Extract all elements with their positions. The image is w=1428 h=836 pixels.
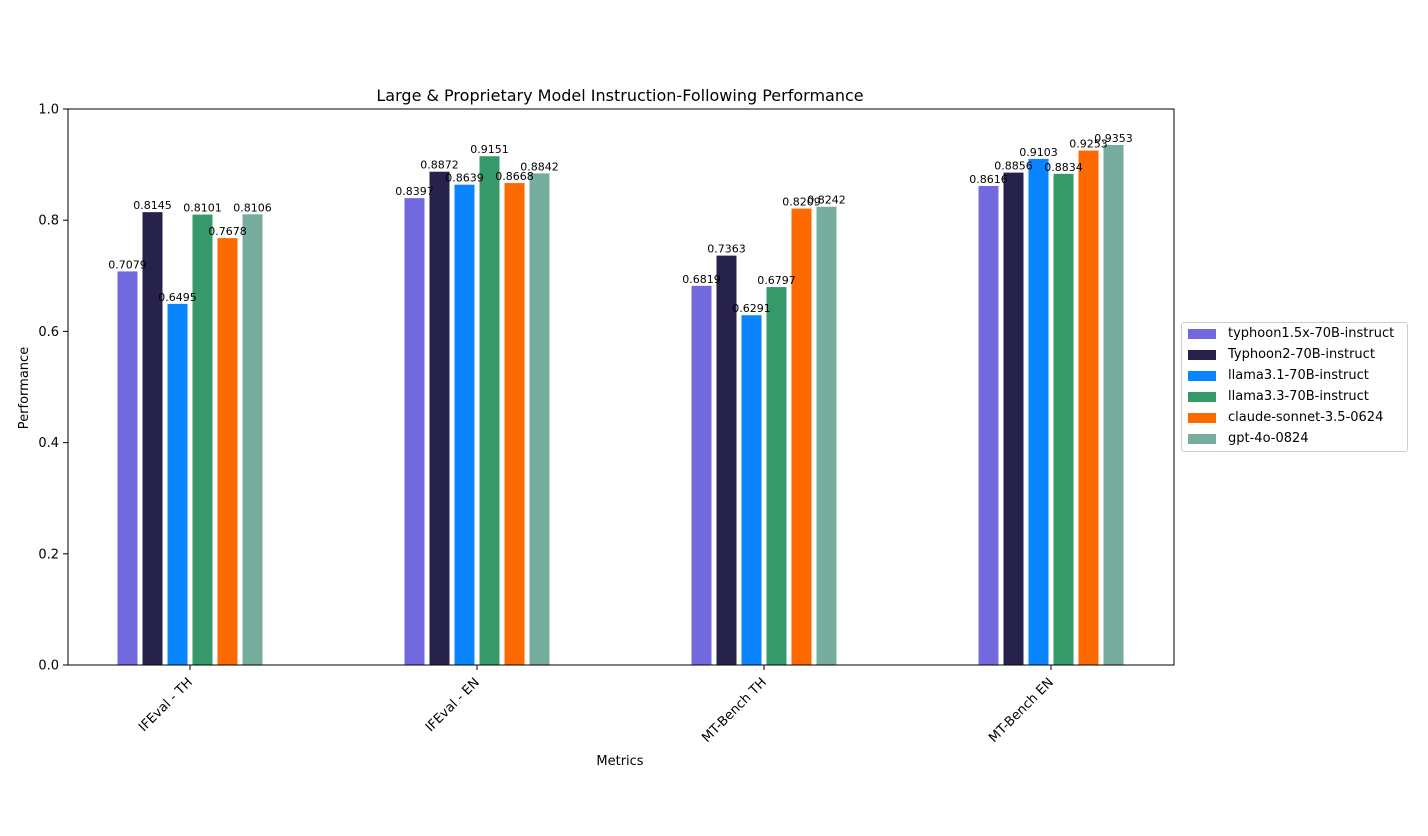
- legend-item: llama3.1-70B-instruct: [1186, 365, 1369, 386]
- bar: [404, 198, 425, 665]
- bar-value-label: 0.9151: [470, 143, 509, 156]
- plot-frame: [67, 108, 1175, 666]
- bar-value-label: 0.8209: [782, 196, 821, 209]
- y-tick-label: 0.6: [38, 325, 59, 340]
- bar-value-label: 0.8639: [445, 172, 484, 185]
- bar-value-label: 0.6819: [682, 273, 721, 286]
- legend-label: gpt-4o-0824: [1228, 431, 1309, 446]
- y-tick-label: 0.2: [38, 547, 59, 562]
- bar: [691, 285, 712, 665]
- bar-value-label: 0.8668: [495, 170, 534, 183]
- bar: [429, 171, 450, 665]
- bar: [791, 208, 812, 666]
- bar-value-label: 0.6291: [732, 302, 771, 315]
- legend-swatch: [1188, 349, 1216, 360]
- bar-value-label: 0.9353: [1094, 132, 1133, 145]
- bar-value-label: 0.6797: [757, 274, 796, 287]
- y-tick-label: 0.8: [38, 214, 59, 229]
- legend-label: Typhoon2-70B-instruct: [1228, 347, 1375, 362]
- bar-value-label: 0.8872: [420, 159, 459, 172]
- y-axis-label: Performance: [17, 347, 32, 429]
- bar-value-label: 0.8145: [133, 199, 172, 212]
- legend-item: gpt-4o-0824: [1186, 428, 1309, 449]
- legend-swatch: [1188, 412, 1216, 423]
- bar: [816, 206, 837, 665]
- bar-value-label: 0.8242: [807, 194, 846, 207]
- legend-item: claude-sonnet-3.5-0624: [1186, 407, 1383, 428]
- legend-swatch: [1188, 370, 1216, 381]
- legend: typhoon1.5x-70B-instruct Typhoon2-70B-in…: [1181, 322, 1408, 452]
- legend-label: claude-sonnet-3.5-0624: [1228, 410, 1384, 425]
- legend-label: llama3.1-70B-instruct: [1228, 368, 1369, 383]
- legend-swatch: [1188, 433, 1216, 444]
- y-tick-label: 1.0: [38, 103, 59, 118]
- bar: [142, 212, 163, 665]
- bar-value-label: 0.8616: [969, 173, 1008, 186]
- bar-value-label: 0.7678: [208, 225, 247, 238]
- y-tick-label: 0.4: [38, 436, 59, 451]
- legend-swatch: [1188, 391, 1216, 402]
- bar-value-label: 0.8842: [520, 160, 559, 173]
- bars-layer: [117, 144, 1124, 666]
- bar: [716, 255, 737, 666]
- bar: [504, 183, 525, 665]
- bar-value-label: 0.7079: [108, 258, 147, 271]
- bar: [1053, 173, 1074, 666]
- bar: [1078, 150, 1099, 665]
- bar: [117, 271, 138, 665]
- data-labels-layer: 0.7079 0.8397 0.6819 0.8616 0.8145 0.8872 0.73…: [108, 132, 1133, 315]
- legend-item: typhoon1.5x-70B-instruct: [1186, 323, 1394, 344]
- bar: [766, 287, 787, 665]
- legend-swatch: [1188, 328, 1216, 339]
- bar: [479, 156, 500, 665]
- bar-value-label: 0.8106: [233, 201, 272, 214]
- x-tick-label: MT-Bench TH: [699, 675, 769, 745]
- legend-item: Typhoon2-70B-instruct: [1186, 344, 1375, 365]
- bar: [167, 303, 188, 665]
- bar: [1103, 144, 1124, 665]
- bar-value-label: 0.9103: [1019, 146, 1058, 159]
- bar: [741, 315, 762, 665]
- bar-value-label: 0.7363: [707, 243, 746, 256]
- legend-label: llama3.3-70B-instruct: [1228, 389, 1369, 404]
- legend-item: llama3.3-70B-instruct: [1186, 386, 1369, 407]
- bar: [529, 173, 550, 665]
- bar-value-label: 0.8834: [1044, 161, 1083, 174]
- bar-value-label: 0.8856: [994, 160, 1033, 173]
- x-axis-label: Metrics: [596, 754, 643, 769]
- bar-value-label: 0.8101: [183, 202, 222, 215]
- bar-value-label: 0.8397: [395, 185, 434, 198]
- x-tick-label: IFEval - TH: [136, 675, 196, 735]
- bar: [192, 214, 213, 665]
- bar-value-label: 0.9253: [1069, 138, 1108, 151]
- x-tick-label: MT-Bench EN: [986, 675, 1057, 746]
- bar: [1003, 172, 1024, 666]
- bar-value-label: 0.6495: [158, 291, 197, 304]
- y-tick-label: 0.0: [38, 659, 59, 674]
- legend-label: typhoon1.5x-70B-instruct: [1228, 326, 1395, 341]
- bar: [454, 184, 475, 665]
- bar: [242, 214, 263, 665]
- chart-title: Large & Proprietary Model Instruction-Fo…: [376, 86, 863, 105]
- bar: [217, 238, 238, 665]
- bar: [978, 185, 999, 666]
- x-tick-label: IFEval - EN: [423, 675, 483, 735]
- bar: [1028, 158, 1049, 665]
